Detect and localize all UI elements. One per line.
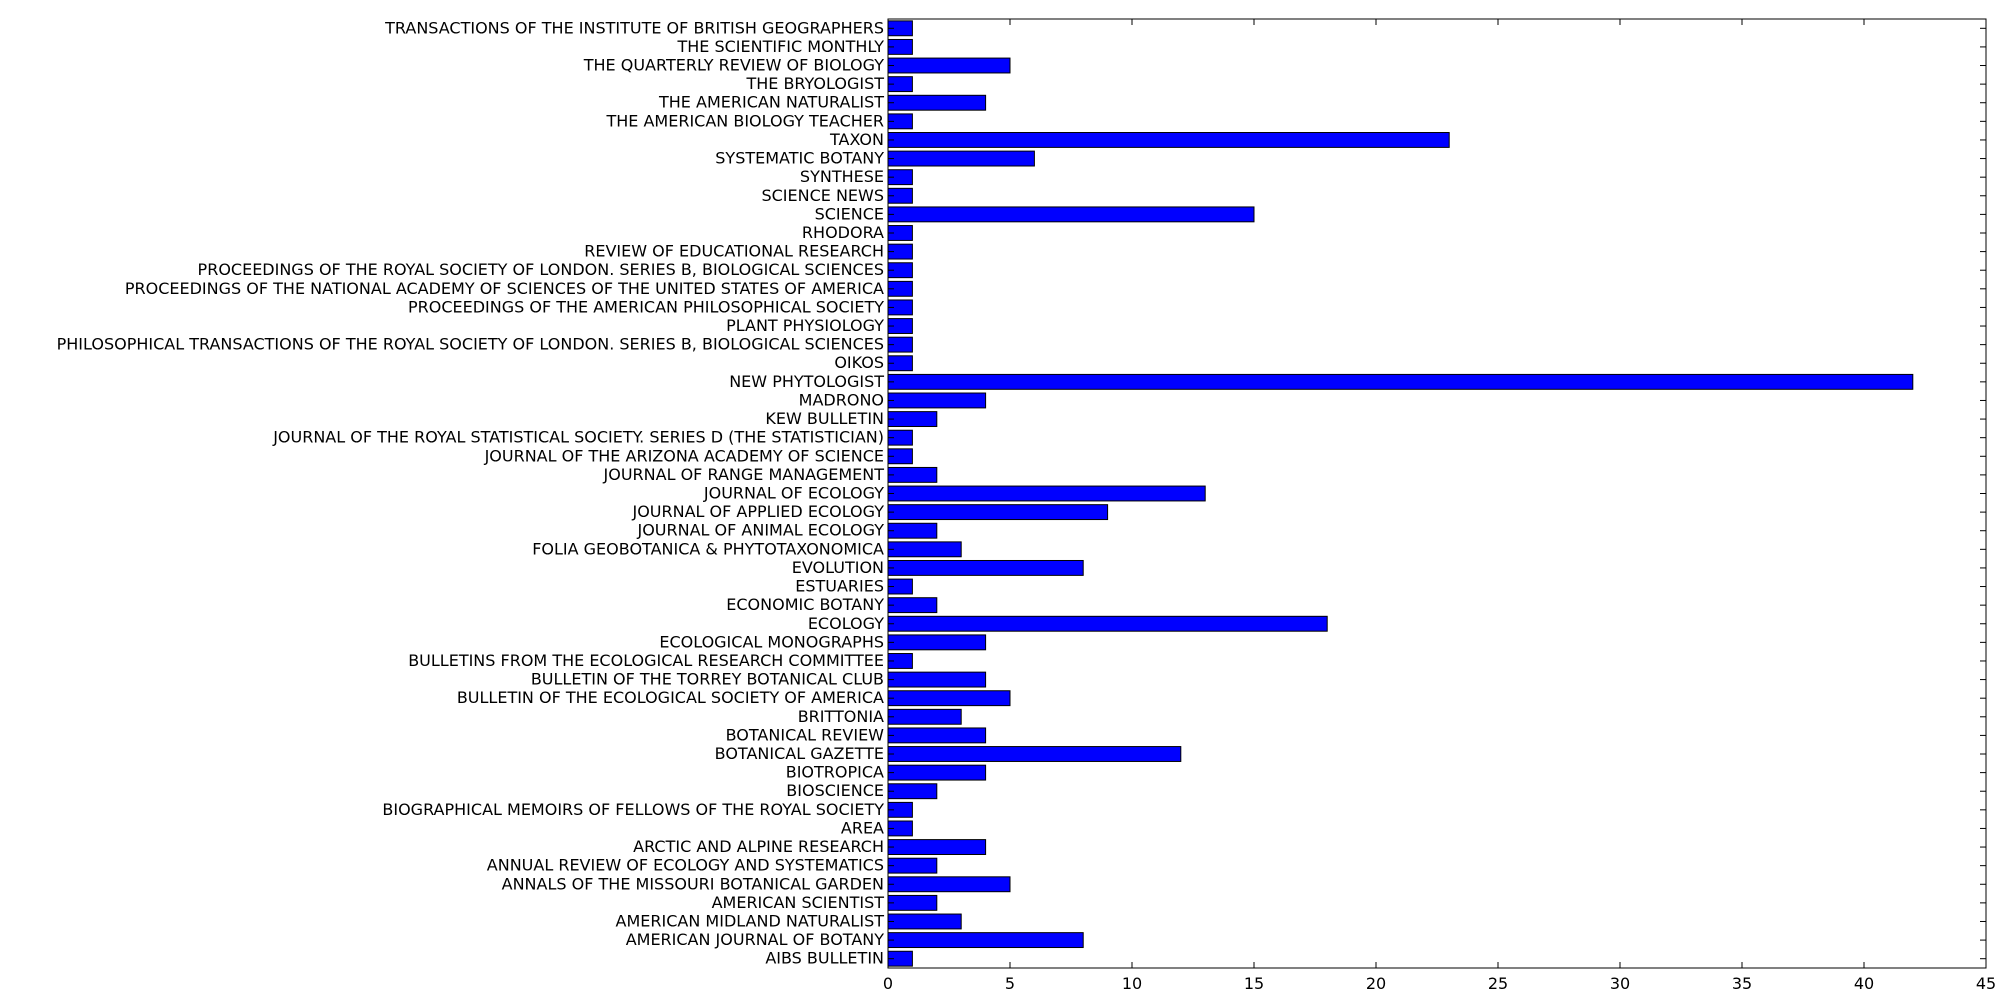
x-tick-label: 15 — [1244, 974, 1264, 993]
bar — [887, 559, 1084, 576]
y-tick-label: ECOLOGY — [808, 614, 884, 633]
y-tick-label: ESTUARIES — [795, 577, 884, 596]
y-tick-label: AMERICAN JOURNAL OF BOTANY — [626, 930, 885, 949]
y-tick-label: PLANT PHYSIOLOGY — [726, 316, 884, 335]
x-tick-label: 10 — [1122, 974, 1142, 993]
bar — [887, 522, 938, 539]
y-tick-label: ARCTIC AND ALPINE RESEARCH — [633, 837, 884, 856]
bar — [887, 94, 987, 111]
x-tick-label: 40 — [1854, 974, 1874, 993]
y-tick-label: THE SCIENTIFIC MONTHLY — [676, 37, 884, 56]
bar — [887, 150, 1035, 167]
y-tick-label: RHODORA — [802, 223, 884, 242]
y-tick-label: THE AMERICAN NATURALIST — [658, 93, 884, 112]
x-tick-label: 30 — [1610, 974, 1630, 993]
y-tick-label: JOURNAL OF ECOLOGY — [703, 484, 884, 503]
y-tick-label: BRITTONIA — [798, 707, 884, 726]
bar — [887, 764, 987, 781]
y-tick-label: BOTANICAL REVIEW — [726, 725, 885, 744]
y-tick-label: SCIENCE — [815, 204, 884, 223]
bar — [887, 783, 938, 800]
y-tick-label: SYSTEMATIC BOTANY — [715, 149, 884, 168]
y-tick-label: PROCEEDINGS OF THE NATIONAL ACADEMY OF S… — [125, 279, 884, 298]
y-tick-label: EVOLUTION — [792, 558, 884, 577]
y-tick-label: BULLETINS FROM THE ECOLOGICAL RESEARCH C… — [408, 651, 884, 670]
bar — [887, 485, 1206, 502]
bar — [887, 708, 962, 725]
x-axis: 0 5 10 15 20 25 30 35 40 45 — [883, 19, 1996, 993]
y-tick-label: BULLETIN OF THE TORREY BOTANICAL CLUB — [531, 670, 884, 689]
bar — [887, 671, 987, 688]
bar — [887, 690, 1011, 707]
y-tick-label: PHILOSOPHICAL TRANSACTIONS OF THE ROYAL … — [57, 335, 884, 354]
y-tick-label: AMERICAN SCIENTIST — [712, 893, 885, 912]
y-tick-label: ECOLOGICAL MONOGRAPHS — [659, 632, 884, 651]
bar — [887, 913, 962, 930]
bar — [887, 857, 938, 874]
x-tick-label: 35 — [1732, 974, 1752, 993]
bar — [887, 541, 962, 558]
y-tick-label: AMERICAN MIDLAND NATURALIST — [616, 911, 885, 930]
bars-group — [887, 20, 1914, 967]
y-tick-label: JOURNAL OF THE ROYAL STATISTICAL SOCIETY… — [272, 428, 884, 447]
y-tick-label: TAXON — [829, 130, 884, 149]
bar — [887, 746, 1182, 762]
y-tick-label: JOURNAL OF RANGE MANAGEMENT — [603, 465, 885, 484]
bar — [887, 894, 938, 911]
bar — [887, 932, 1084, 949]
x-tick-label: 0 — [883, 974, 893, 993]
y-tick-label: PROCEEDINGS OF THE ROYAL SOCIETY OF LOND… — [198, 260, 884, 279]
y-tick-label: ECONOMIC BOTANY — [726, 595, 884, 614]
bar — [887, 634, 987, 651]
y-tick-label: BIOTROPICA — [786, 763, 884, 782]
y-tick-label: KEW BULLETIN — [765, 409, 884, 428]
y-tick-label: TRANSACTIONS OF THE INSTITUTE OF BRITISH… — [384, 18, 884, 37]
bar — [887, 206, 1255, 223]
bar — [887, 839, 987, 855]
x-tick-label: 20 — [1366, 974, 1386, 993]
bar — [887, 57, 1011, 74]
bar — [887, 876, 1011, 893]
y-tick-label: AREA — [841, 818, 884, 837]
y-tick-label: BULLETIN OF THE ECOLOGICAL SOCIETY OF AM… — [457, 688, 884, 707]
x-tick-label: 25 — [1488, 974, 1508, 993]
y-tick-label: NEW PHYTOLOGIST — [729, 372, 884, 391]
y-tick-label: THE QUARTERLY REVIEW OF BIOLOGY — [583, 56, 884, 75]
bar — [887, 132, 1450, 148]
bar — [887, 597, 938, 614]
bar — [887, 504, 1109, 521]
bar — [887, 466, 938, 483]
y-tick-label: SYNTHESE — [800, 167, 884, 186]
y-tick-label: OIKOS — [834, 353, 884, 372]
y-tick-label: AIBS BULLETIN — [765, 949, 884, 968]
y-tick-label: BIOSCIENCE — [786, 781, 884, 800]
x-tick-label: 5 — [1005, 974, 1015, 993]
bar — [887, 411, 938, 428]
y-tick-label: BIOGRAPHICAL MEMOIRS OF FELLOWS OF THE R… — [382, 800, 884, 819]
y-tick-label: MADRONO — [799, 390, 884, 409]
y-tick-label: REVIEW OF EDUCATIONAL RESEARCH — [584, 242, 884, 261]
y-tick-label: THE AMERICAN BIOLOGY TEACHER — [605, 111, 884, 130]
bar — [887, 392, 987, 409]
y-tick-label: PROCEEDINGS OF THE AMERICAN PHILOSOPHICA… — [408, 297, 884, 316]
bar — [887, 615, 1328, 632]
y-tick-label: THE BRYOLOGIST — [745, 74, 884, 93]
y-tick-label: FOLIA GEOBOTANICA & PHYTOTAXONOMICA — [532, 539, 884, 558]
y-tick-label: SCIENCE NEWS — [761, 186, 884, 205]
y-tick-label: ANNALS OF THE MISSOURI BOTANICAL GARDEN — [502, 874, 884, 893]
y-tick-label: JOURNAL OF THE ARIZONA ACADEMY OF SCIENC… — [484, 446, 884, 465]
bar — [887, 373, 1914, 390]
x-tick-label: 45 — [1976, 974, 1996, 993]
bar — [887, 727, 987, 744]
y-tick-label: JOURNAL OF ANIMAL ECOLOGY — [636, 521, 884, 540]
y-tick-label: BOTANICAL GAZETTE — [715, 744, 884, 763]
y-tick-label: ANNUAL REVIEW OF ECOLOGY AND SYSTEMATICS — [487, 856, 884, 875]
y-tick-label: JOURNAL OF APPLIED ECOLOGY — [631, 502, 884, 521]
